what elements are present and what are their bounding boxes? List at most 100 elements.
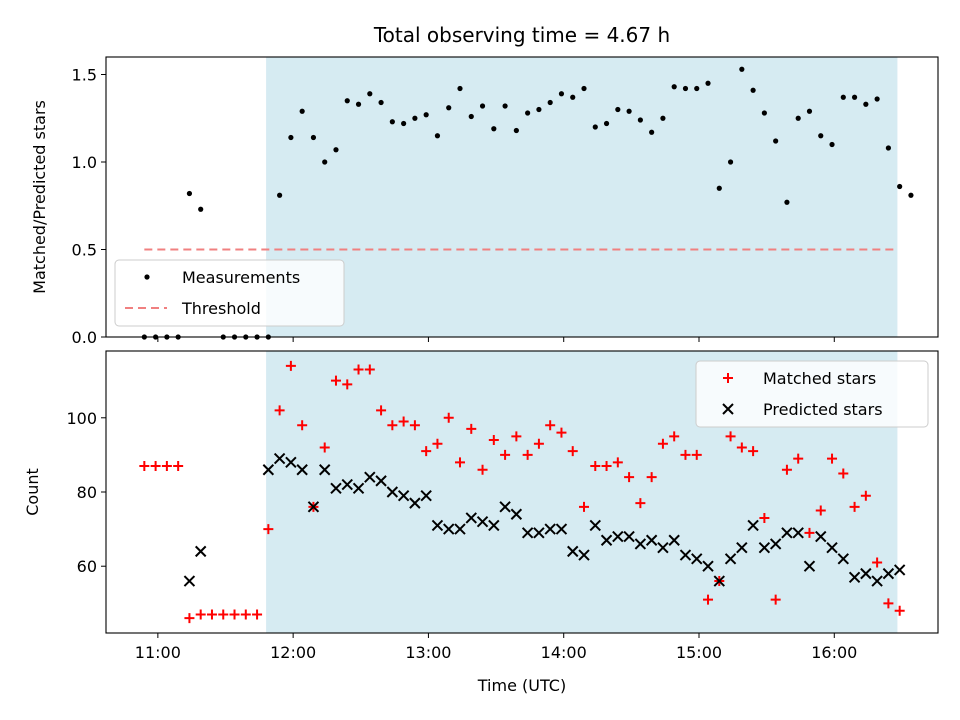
matched-star-point (500, 449, 511, 460)
predicted-star-point (893, 564, 906, 576)
predicted-star-point (183, 575, 196, 587)
panel-2: 60 80 100 11:00 12:00 13:00 14:00 15:00 16:00 Cou… (23, 350, 939, 695)
x-tick-label: 13:00 (405, 643, 451, 662)
matched-star-point (454, 457, 465, 468)
predicted-star-point (769, 538, 782, 550)
matched-star-point (703, 594, 714, 605)
measurement-point (288, 134, 294, 141)
measurement-point (198, 206, 204, 212)
matched-star-point (240, 609, 251, 620)
predicted-star-point (803, 560, 816, 572)
measurement-point (310, 134, 317, 141)
matched-star-point (556, 427, 567, 438)
predicted-star-point (443, 523, 455, 535)
legend-marker (722, 403, 734, 415)
matched-star-point (409, 420, 420, 431)
measurement-point (897, 183, 903, 190)
measurement-point (885, 145, 891, 151)
predicted-star-point (533, 527, 545, 539)
matched-star-point (793, 453, 804, 464)
y-tick-label: 80 (77, 483, 97, 502)
matched-star-point (669, 431, 680, 442)
matched-star-point (781, 464, 792, 475)
measurement-point (649, 129, 655, 135)
matched-star-point (421, 446, 432, 457)
matched-star-point (624, 472, 635, 483)
measurement-point (378, 99, 384, 106)
predicted-star-point (702, 560, 714, 572)
predicted-star-point (521, 527, 534, 539)
predicted-star-point (724, 553, 737, 565)
matched-star-point (736, 442, 747, 453)
matched-star-point (759, 512, 770, 523)
matched-star-point (466, 423, 477, 434)
matched-star-point (443, 412, 454, 423)
measurement-point (626, 108, 632, 114)
matched-star-point (218, 609, 229, 620)
matched-star-point (748, 446, 759, 457)
predicted-star-point (555, 523, 568, 535)
predicted-star-point (510, 508, 523, 520)
legend-box (695, 360, 929, 428)
measurement-point (513, 127, 519, 134)
predicted-star-point (623, 530, 635, 543)
measurement-point (863, 101, 869, 107)
measurement-point (299, 108, 305, 114)
x-tick-label: 14:00 (541, 643, 587, 662)
matched-star-point (330, 375, 341, 386)
legend-label: Measurements (182, 268, 300, 287)
predicted-star-point (848, 571, 861, 584)
measurement-point (322, 159, 328, 165)
matched-star-point (522, 449, 533, 460)
predicted-star-point (792, 527, 804, 539)
measurement-point (705, 80, 711, 86)
predicted-star-point (871, 575, 883, 587)
matched-star-point (150, 461, 161, 472)
chart-title: Total observing time = 4.67 h (373, 23, 670, 47)
matched-star-point (342, 379, 353, 390)
predicted-star-point (634, 538, 647, 550)
measurement-point (829, 141, 835, 148)
matched-star-point (263, 524, 274, 535)
predicted-star-point (679, 549, 692, 561)
predicted-star-point (420, 490, 432, 502)
predicted-star-point (645, 534, 658, 546)
measurement-point (694, 85, 700, 92)
measurement-point (727, 159, 734, 165)
measurement-point (344, 98, 350, 104)
predicted-star-point (882, 567, 895, 580)
legend-marker (144, 274, 150, 280)
legend: Measurements Threshold (114, 259, 345, 327)
predicted-star-point (364, 471, 376, 483)
measurement-point (536, 106, 542, 113)
predicted-star-point (307, 501, 320, 513)
measurement-point (412, 115, 418, 121)
measurement-point (491, 126, 497, 132)
measurement-point (502, 103, 508, 109)
matched-star-point (533, 438, 544, 449)
measurement-point (682, 85, 689, 92)
matched-star-point (657, 438, 668, 449)
legend: Matched stars Predicted stars (695, 360, 929, 428)
predicted-star-point (409, 497, 421, 509)
predicted-star-point (567, 545, 579, 558)
predicted-star-point (262, 464, 275, 476)
matched-star-point (725, 431, 736, 442)
measurement-point (784, 199, 790, 205)
x-tick-label: 12:00 (270, 643, 316, 662)
measurement-point (525, 110, 531, 116)
matched-star-point (883, 598, 894, 609)
x-tick-label: 11:00 (135, 643, 181, 662)
matched-star-point (161, 461, 172, 472)
measurement-point (851, 94, 858, 100)
matched-star-point (872, 557, 883, 568)
measurement-point (389, 119, 395, 125)
predicted-star-point (781, 527, 793, 539)
measurement-point (434, 133, 441, 139)
measurement-point (581, 85, 587, 92)
matched-star-point (635, 498, 646, 509)
panel-1: 0.0 0.5 1.0 1.5 Matched/Predicted stars Measu… (30, 56, 939, 347)
y-tick-label: 100 (66, 409, 97, 428)
matched-star-point (567, 446, 578, 457)
y-tick-label: 1.0 (72, 153, 97, 172)
